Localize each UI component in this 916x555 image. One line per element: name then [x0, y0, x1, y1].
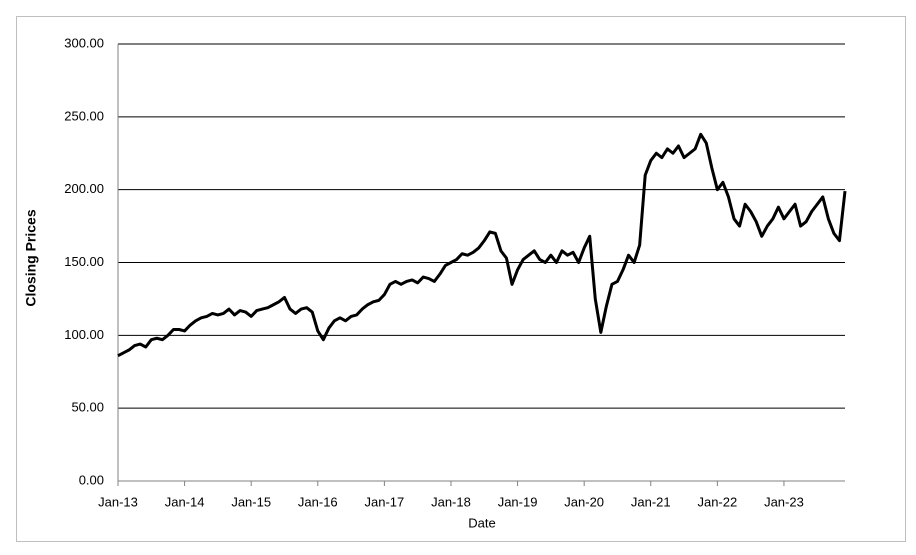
price-line: [117, 132, 847, 358]
y-tick-label: 50.00: [71, 400, 104, 415]
y-tick-label: 250.00: [64, 108, 104, 123]
y-tick-label: 200.00: [64, 181, 104, 196]
chart-border: [16, 16, 906, 542]
x-tick-label: Jan-17: [365, 494, 405, 509]
y-axis-title: Closing Prices: [23, 209, 39, 306]
y-tick-label: 100.00: [64, 327, 104, 342]
x-tick-label: Jan-16: [298, 494, 338, 509]
x-tick-label: Jan-15: [231, 494, 271, 509]
x-tick-label: Jan-19: [498, 494, 538, 509]
x-tick-label: Jan-21: [631, 494, 671, 509]
x-tick-label: Jan-18: [431, 494, 471, 509]
x-tick-label: Jan-23: [764, 494, 804, 509]
y-tick-label: 150.00: [64, 254, 104, 269]
y-tick-label: 300.00: [64, 35, 104, 50]
x-tick-label: Jan-14: [165, 494, 205, 509]
x-tick-label: Jan-22: [697, 494, 737, 509]
y-tick-label: 0.00: [79, 472, 104, 487]
x-tick-label: Jan-13: [98, 494, 138, 509]
x-tick-label: Jan-20: [564, 494, 604, 509]
x-axis-title: Date: [468, 515, 495, 530]
